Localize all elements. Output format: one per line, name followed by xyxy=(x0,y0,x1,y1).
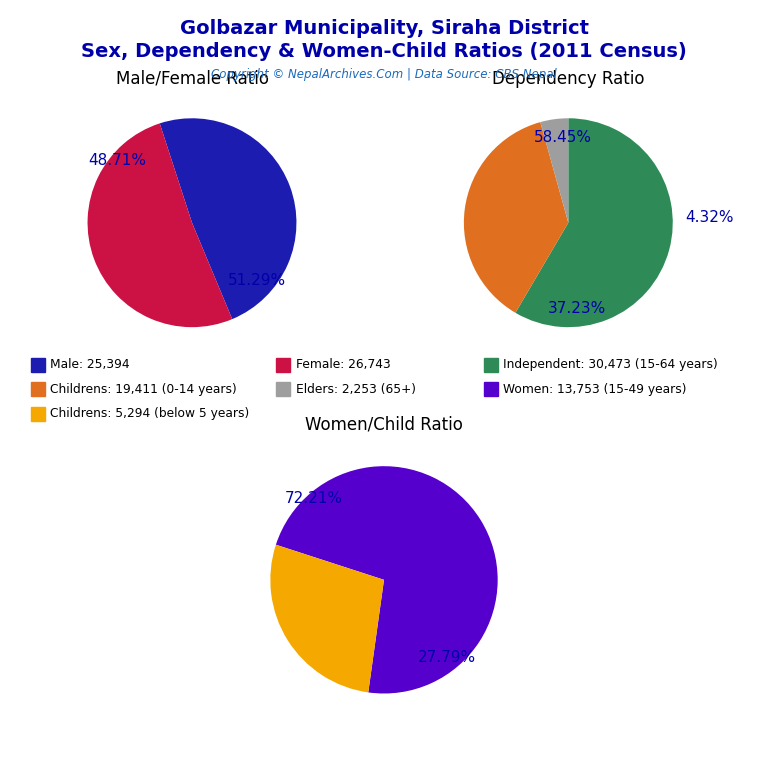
Text: 27.79%: 27.79% xyxy=(418,650,475,664)
Text: 48.71%: 48.71% xyxy=(88,153,146,167)
Wedge shape xyxy=(88,124,232,327)
Title: Male/Female Ratio: Male/Female Ratio xyxy=(115,70,269,88)
Title: Women/Child Ratio: Women/Child Ratio xyxy=(305,415,463,433)
Text: 37.23%: 37.23% xyxy=(548,301,606,316)
Text: Male: 25,394: Male: 25,394 xyxy=(50,359,130,371)
Text: 4.32%: 4.32% xyxy=(685,210,733,225)
Text: Elders: 2,253 (65+): Elders: 2,253 (65+) xyxy=(296,383,415,396)
Text: Golbazar Municipality, Siraha District: Golbazar Municipality, Siraha District xyxy=(180,19,588,38)
Text: 58.45%: 58.45% xyxy=(534,130,592,144)
Text: Sex, Dependency & Women-Child Ratios (2011 Census): Sex, Dependency & Women-Child Ratios (20… xyxy=(81,42,687,61)
Title: Dependency Ratio: Dependency Ratio xyxy=(492,70,644,88)
Wedge shape xyxy=(276,466,498,694)
Wedge shape xyxy=(515,118,673,327)
Text: Childrens: 5,294 (below 5 years): Childrens: 5,294 (below 5 years) xyxy=(50,408,249,420)
Text: Copyright © NepalArchives.Com | Data Source: CBS Nepal: Copyright © NepalArchives.Com | Data Sou… xyxy=(211,68,557,81)
Text: Independent: 30,473 (15-64 years): Independent: 30,473 (15-64 years) xyxy=(503,359,718,371)
Text: Female: 26,743: Female: 26,743 xyxy=(296,359,390,371)
Wedge shape xyxy=(541,118,568,223)
Text: 51.29%: 51.29% xyxy=(227,273,286,288)
Wedge shape xyxy=(270,545,384,693)
Wedge shape xyxy=(464,122,568,313)
Text: Women: 13,753 (15-49 years): Women: 13,753 (15-49 years) xyxy=(503,383,687,396)
Text: Childrens: 19,411 (0-14 years): Childrens: 19,411 (0-14 years) xyxy=(50,383,237,396)
Text: 72.21%: 72.21% xyxy=(284,491,343,505)
Wedge shape xyxy=(160,118,296,319)
